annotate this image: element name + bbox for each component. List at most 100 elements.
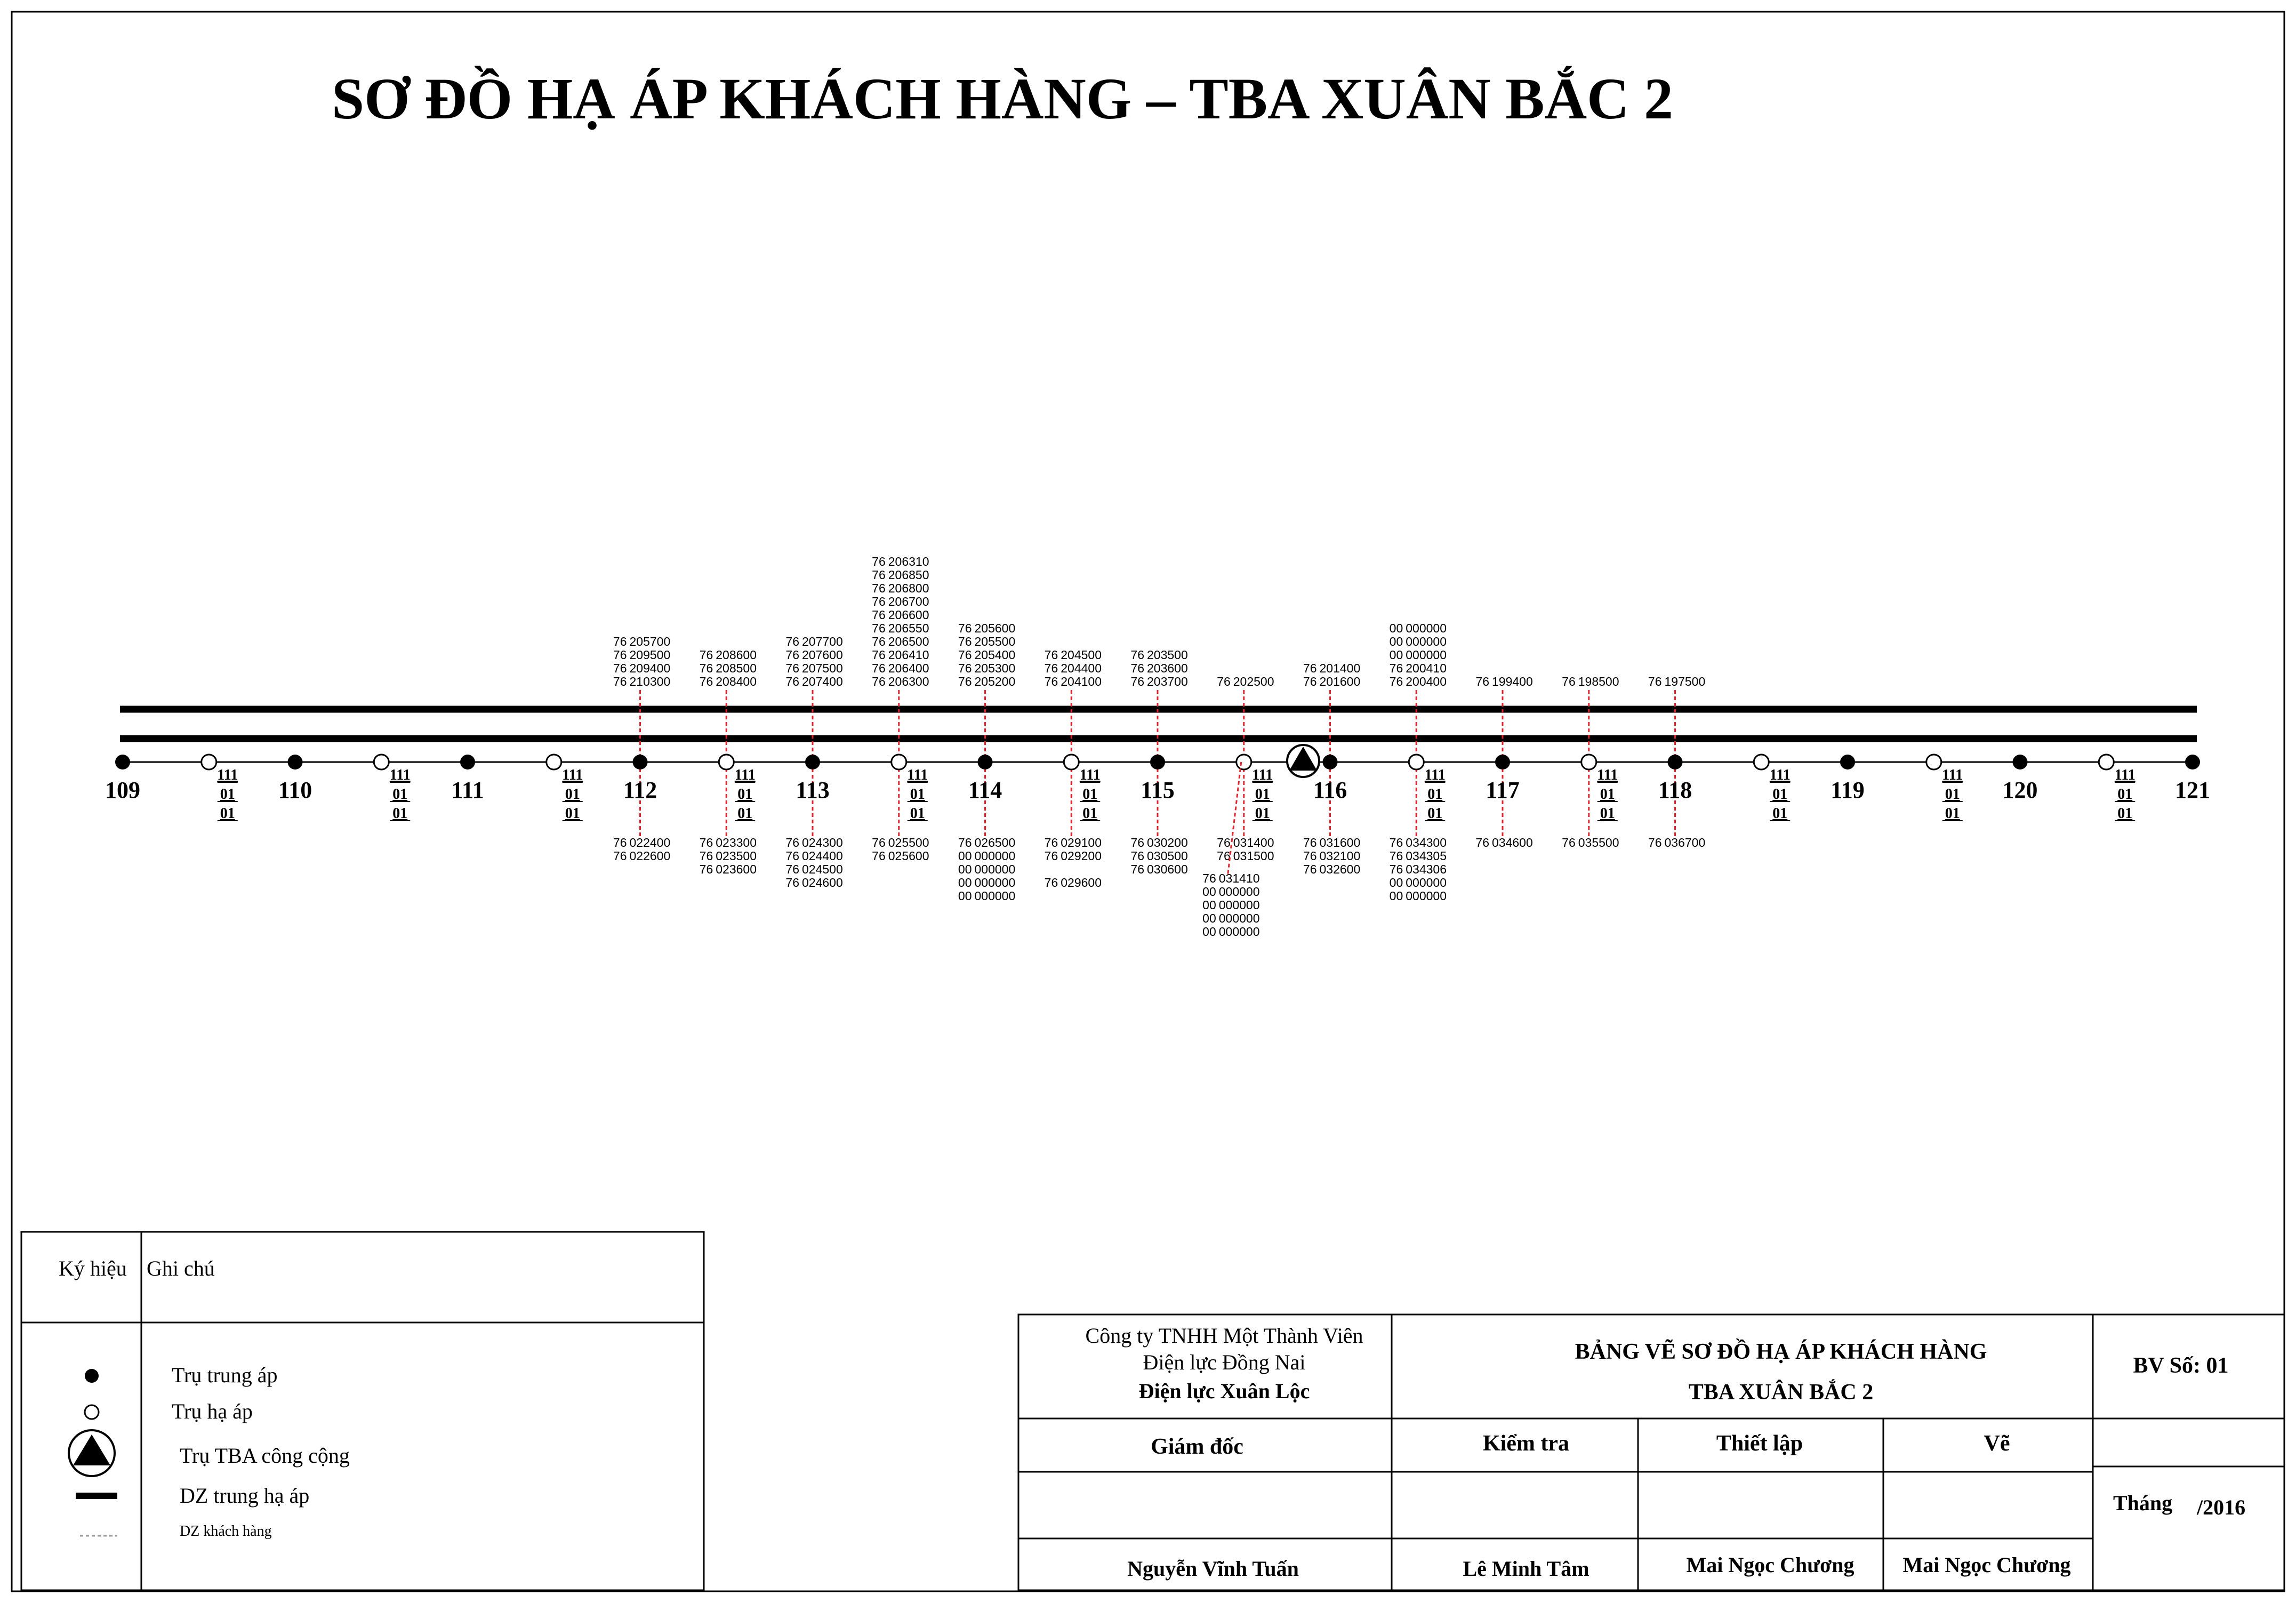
customer-id-bottom-code: 034600 xyxy=(1492,836,1533,849)
customer-id-top-code: 210300 xyxy=(630,675,671,688)
customer-id-top-code: 201400 xyxy=(1320,661,1361,675)
customer-id-bottom-code: 030600 xyxy=(1147,862,1188,876)
legend-frame xyxy=(20,1231,705,1591)
pole-code-label: 111 xyxy=(1252,767,1273,783)
customer-id-bottom-code: 034306 xyxy=(1406,862,1447,876)
customer-id-top-prefix: 76 xyxy=(958,648,972,662)
customer-id-bottom-code: 032600 xyxy=(1320,862,1361,876)
customer-id-top-prefix: 76 xyxy=(613,675,627,688)
customer-id-bottom-code: 024300 xyxy=(802,836,843,849)
pole-code-label: 111 xyxy=(1770,767,1791,783)
pole-code-label: 01 xyxy=(1255,786,1270,803)
tb-company-line-3: Điện lực Xuân Lộc xyxy=(1139,1379,1310,1403)
customer-id-bottom-code: 025500 xyxy=(888,836,929,849)
customer-id-top-prefix: 76 xyxy=(958,635,972,648)
mv-pole-marker xyxy=(1150,755,1165,770)
customer-id-top-code: 206800 xyxy=(888,581,929,595)
lv-pole-marker xyxy=(1753,754,1770,771)
customer-id-bottom-prefix: 76 xyxy=(1475,836,1489,849)
pole-code-label: 01 xyxy=(392,805,407,822)
customer-id-bottom-prefix: 76 xyxy=(613,849,627,863)
customer-id-branch-prefix: 00 xyxy=(1202,898,1216,912)
customer-id-bottom-code: 022400 xyxy=(630,836,671,849)
pole-number-label: 115 xyxy=(1141,777,1175,803)
pole-code-label: 111 xyxy=(1080,767,1101,783)
pole-number-label: 111 xyxy=(451,777,484,803)
customer-id-bottom-prefix: 00 xyxy=(958,849,972,863)
customer-id-top-prefix: 76 xyxy=(872,635,886,648)
customer-id-top-code: 205300 xyxy=(975,661,1016,675)
customer-id-top-code: 205700 xyxy=(630,635,671,648)
customer-id-bottom-prefix: 76 xyxy=(1130,862,1144,876)
page-border xyxy=(11,11,2285,1592)
mv-pole-marker xyxy=(805,755,820,770)
tb-role-draw: Vẽ xyxy=(1984,1431,2010,1456)
customer-id-top-prefix: 76 xyxy=(1217,675,1231,688)
customer-id-top-prefix: 76 xyxy=(1562,675,1576,688)
customer-id-top-prefix: 76 xyxy=(1045,675,1058,688)
customer-id-bottom-prefix: 76 xyxy=(785,836,799,849)
customer-id-bottom-prefix: 76 xyxy=(1045,849,1058,863)
legend-item-customer-line: DZ khách hàng xyxy=(180,1523,272,1540)
customer-id-top-code: 206700 xyxy=(888,595,929,608)
customer-id-bottom-code: 031400 xyxy=(1233,836,1274,849)
mv-pole-marker xyxy=(1667,755,1683,770)
pole-code-label: 01 xyxy=(2117,805,2132,822)
customer-id-top-prefix: 76 xyxy=(872,661,886,675)
customer-id-bottom-prefix: 00 xyxy=(1390,876,1403,889)
customer-id-top-prefix: 76 xyxy=(785,661,799,675)
pole-code-label: 01 xyxy=(737,786,752,803)
customer-id-bottom-prefix: 76 xyxy=(1390,862,1403,876)
lv-pole-marker xyxy=(545,754,563,771)
customer-id-top-code: 206500 xyxy=(888,635,929,648)
customer-id-bottom-code: 031500 xyxy=(1233,849,1274,863)
customer-id-branch-code: 031410 xyxy=(1219,871,1260,885)
customer-id-top-prefix: 76 xyxy=(958,621,972,635)
customer-id-top-code: 203500 xyxy=(1147,648,1188,662)
lv-pole-marker xyxy=(1235,754,1253,771)
pole-code-label: 111 xyxy=(735,767,756,783)
customer-id-top-prefix: 76 xyxy=(1390,675,1403,688)
customer-id-bottom-code: 035500 xyxy=(1578,836,1619,849)
mv-pole-icon xyxy=(85,1369,99,1383)
customer-id-bottom-prefix: 76 xyxy=(1217,836,1231,849)
customer-id-bottom-code: 000000 xyxy=(975,889,1016,903)
customer-id-bottom-prefix: 76 xyxy=(785,876,799,889)
customer-id-top-code: 000000 xyxy=(1406,621,1447,635)
customer-id-top-code: 206600 xyxy=(888,608,929,622)
customer-id-bottom-code: 030500 xyxy=(1147,849,1188,863)
customer-id-top-prefix: 00 xyxy=(1390,635,1403,648)
pole-code-label: 111 xyxy=(1942,767,1963,783)
customer-id-bottom-prefix: 76 xyxy=(1130,836,1144,849)
pole-code-label: 111 xyxy=(1597,767,1618,783)
lv-pole-icon xyxy=(84,1404,100,1420)
customer-id-bottom-code: 023300 xyxy=(716,836,757,849)
customer-id-top-code: 206850 xyxy=(888,568,929,582)
customer-id-top-code: 206550 xyxy=(888,621,929,635)
customer-id-top-code: 206300 xyxy=(888,675,929,688)
customer-id-top-prefix: 00 xyxy=(1390,648,1403,662)
customer-id-top-prefix: 76 xyxy=(785,635,799,648)
customer-id-top-prefix: 76 xyxy=(1130,675,1144,688)
substation-triangle-icon xyxy=(1289,747,1317,771)
customer-id-top-prefix: 76 xyxy=(1303,675,1317,688)
customer-id-bottom-prefix: 76 xyxy=(1045,876,1058,889)
pole-code-label: 01 xyxy=(1082,805,1097,822)
customer-id-bottom-code: 034305 xyxy=(1406,849,1447,863)
mv-pole-marker xyxy=(460,755,475,770)
customer-id-bottom-prefix: 76 xyxy=(1045,836,1058,849)
tb-drawing-title-2: TBA XUÂN BẮC 2 xyxy=(1689,1379,1874,1405)
customer-id-bottom-code: 031600 xyxy=(1320,836,1361,849)
customer-id-bottom-prefix: 00 xyxy=(958,862,972,876)
customer-id-bottom-code: 000000 xyxy=(1406,876,1447,889)
mv-pole-marker xyxy=(1322,755,1338,770)
customer-id-branch-prefix: 76 xyxy=(1202,871,1216,885)
customer-id-top-code: 205500 xyxy=(975,635,1016,648)
customer-id-top-code: 206310 xyxy=(888,555,929,568)
customer-id-top-code: 199400 xyxy=(1492,675,1533,688)
customer-id-top-code: 204500 xyxy=(1061,648,1102,662)
mv-pole-marker xyxy=(2012,755,2028,770)
substation-marker xyxy=(1286,744,1320,778)
pole-code-label: 01 xyxy=(220,786,235,803)
customer-id-bottom-prefix: 00 xyxy=(958,876,972,889)
